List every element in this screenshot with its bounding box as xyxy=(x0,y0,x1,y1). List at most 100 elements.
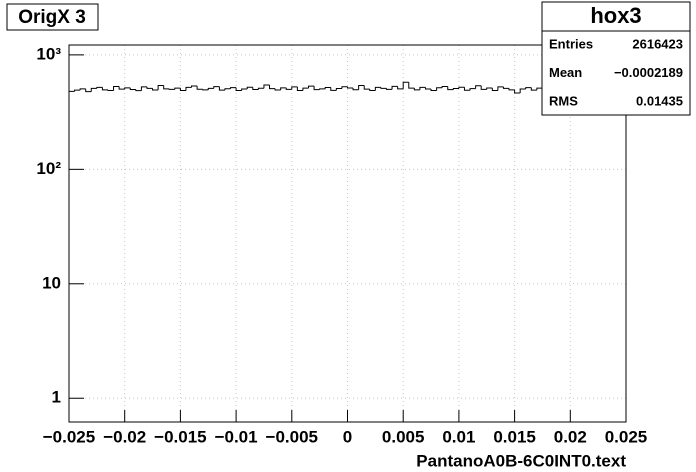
histogram-bin xyxy=(352,88,359,91)
x-tick-label: −0.015 xyxy=(154,427,206,446)
histogram-bin xyxy=(319,88,326,90)
histogram-bin xyxy=(369,89,376,92)
histogram-bin xyxy=(302,87,309,91)
histogram-bin xyxy=(252,87,259,91)
histogram-bin xyxy=(230,87,237,89)
histogram-bin xyxy=(463,87,471,91)
histogram-bin xyxy=(469,88,476,91)
histogram-bin xyxy=(129,87,136,91)
histogram-bin xyxy=(413,88,420,91)
histogram-bin xyxy=(424,87,432,90)
histogram-bin xyxy=(79,88,86,91)
histogram-bin xyxy=(285,87,292,90)
histogram-bin xyxy=(207,87,214,90)
x-tick-label: −0.01 xyxy=(215,427,258,446)
histogram-bin xyxy=(269,85,276,90)
histogram-bin xyxy=(514,89,521,94)
histogram-bin xyxy=(85,88,92,93)
histogram-bin xyxy=(246,86,253,90)
histogram-bin xyxy=(441,85,448,88)
stats-frame xyxy=(541,1,691,116)
histogram-bin xyxy=(452,87,459,90)
histogram-bin xyxy=(135,89,142,92)
histogram-bin xyxy=(202,89,209,91)
chart-title: OrigX 3 xyxy=(18,7,86,28)
histogram-bin xyxy=(185,86,192,91)
histogram-bin xyxy=(419,86,426,90)
stats-value: −0.0002189 xyxy=(614,65,683,80)
histogram-bin xyxy=(408,82,415,89)
x-tick-label: 0.015 xyxy=(493,427,536,446)
histogram-bin xyxy=(296,86,303,92)
y-tick-label: 10 xyxy=(42,273,61,292)
title-frame xyxy=(6,3,99,31)
histogram-bin xyxy=(486,87,493,90)
histogram-bin xyxy=(480,85,487,90)
histogram-bin xyxy=(447,86,454,91)
histogram-bin xyxy=(280,87,287,91)
histogram-bin xyxy=(313,86,320,91)
histogram-bin xyxy=(157,85,164,91)
stats-title: hox3 xyxy=(590,3,641,28)
histogram-bin xyxy=(101,87,108,91)
histogram-bin xyxy=(391,85,398,90)
plot-frame xyxy=(68,44,627,423)
x-tick-label: −0.005 xyxy=(266,427,318,446)
histogram-bin xyxy=(358,85,365,90)
histogram-bin xyxy=(475,85,482,89)
histogram-bin xyxy=(330,87,337,91)
y-tick-label: 10² xyxy=(36,159,61,178)
histogram-bin xyxy=(196,85,203,90)
histogram-bin xyxy=(274,88,281,91)
stats-name: Entries xyxy=(549,36,593,51)
x-tick-label: −0.02 xyxy=(103,427,146,446)
histogram-bin xyxy=(174,87,181,90)
x-tick-label: 0.01 xyxy=(442,427,475,446)
histogram-bin xyxy=(347,86,354,89)
histogram-bin xyxy=(163,85,170,90)
histogram-bin xyxy=(402,81,409,89)
histogram-bin xyxy=(458,86,465,89)
histogram-bin xyxy=(374,86,381,91)
histogram-bin xyxy=(530,87,537,91)
histogram-bin xyxy=(74,89,81,92)
histogram-bin xyxy=(118,86,125,90)
histogram-bin xyxy=(191,85,198,88)
histogram-bin xyxy=(324,86,331,89)
histogram-bin xyxy=(397,86,404,90)
stats-name: Mean xyxy=(549,65,582,80)
y-tick-label: 10³ xyxy=(36,44,61,63)
stats-name: RMS xyxy=(549,93,578,108)
histogram-bin xyxy=(90,87,97,92)
histogram-bin xyxy=(96,86,103,89)
histogram-bin xyxy=(380,87,387,89)
histogram-bin xyxy=(508,88,515,91)
histogram-bin xyxy=(430,89,437,92)
histogram-bin xyxy=(291,86,298,90)
histogram-bin xyxy=(146,86,153,89)
histogram-bin xyxy=(363,85,370,90)
stats-value: 2616423 xyxy=(632,36,683,51)
histogram-bin xyxy=(519,88,526,93)
histogram-bin xyxy=(107,89,114,92)
histogram-bin xyxy=(308,85,315,89)
histogram-bin xyxy=(525,87,532,90)
histogram-bin xyxy=(536,87,543,91)
histogram-bin xyxy=(241,88,248,91)
histogram-bin xyxy=(140,86,147,91)
stats-value: 0.01435 xyxy=(636,93,683,108)
histogram-bin xyxy=(502,86,510,89)
x-tick-label: 0.005 xyxy=(382,427,425,446)
histogram-bin xyxy=(436,87,443,91)
histogram-bin xyxy=(113,85,120,91)
histogram-bin xyxy=(335,88,342,91)
histogram-bin xyxy=(168,88,175,90)
histogram-bin xyxy=(257,87,264,90)
y-tick-label: 1 xyxy=(52,388,61,407)
histogram-bin xyxy=(179,88,186,92)
histogram-bin xyxy=(218,86,225,91)
stats-box: hox3 Entries 2616423 Mean −0.0002189 RMS 0.01… xyxy=(541,1,691,116)
histogram-bin xyxy=(385,88,393,90)
histogram-bin xyxy=(235,87,242,91)
